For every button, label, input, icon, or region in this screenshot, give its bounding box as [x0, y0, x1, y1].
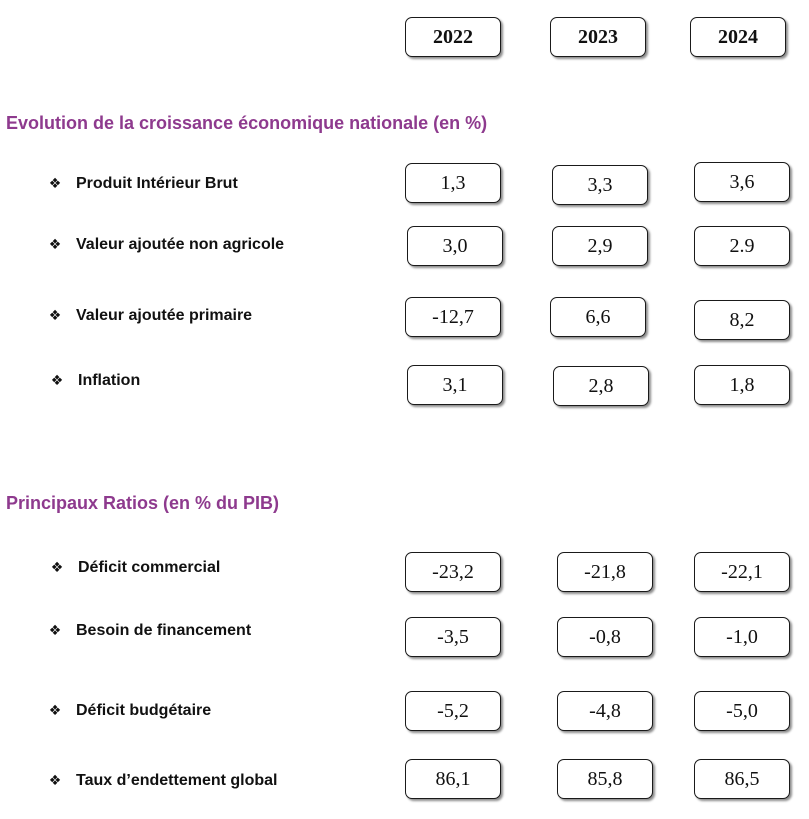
value-box-va-primaire-2022: -12,7 [405, 297, 501, 337]
value-box-va-primaire-2024: 8,2 [694, 300, 790, 340]
value-box-deficit-commercial-2024: -22,1 [694, 552, 790, 592]
value-box-pib-2022: 1,3 [405, 163, 501, 203]
bullet-icon: ❖ [50, 373, 64, 389]
row-label-text: Déficit commercial [78, 559, 221, 576]
value-box-besoin-financement-2022: -3,5 [405, 617, 501, 657]
value-box-deficit-budgetaire-2022: -5,2 [405, 691, 501, 731]
bullet-icon: ❖ [48, 237, 62, 253]
bullet-icon: ❖ [48, 703, 62, 719]
row-label-pib: ❖ Produit Intérieur Brut [48, 175, 238, 193]
value-box-va-primaire-2023: 6,6 [550, 297, 646, 337]
bullet-icon: ❖ [48, 773, 62, 789]
bullet-icon: ❖ [50, 560, 64, 576]
row-label-inflation: ❖ Inflation [50, 372, 141, 390]
row-label-taux-endettement: ❖ Taux d’endettement global [48, 772, 278, 790]
row-label-text: Produit Intérieur Brut [76, 175, 238, 192]
section-title-growth: Evolution de la croissance économique na… [6, 113, 488, 133]
bullet-icon: ❖ [48, 623, 62, 639]
value-box-deficit-budgetaire-2024: -5,0 [694, 691, 790, 731]
row-label-va-non-agricole: ❖ Valeur ajoutée non agricole [48, 236, 284, 254]
bullet-icon: ❖ [48, 176, 62, 192]
row-label-text: Déficit budgétaire [76, 702, 212, 719]
year-header-2024: 2024 [690, 17, 786, 57]
value-box-taux-endettement-2023: 85,8 [557, 759, 653, 799]
row-label-text: Valeur ajoutée non agricole [76, 236, 285, 253]
year-header-2022: 2022 [405, 17, 501, 57]
value-box-va-non-agricole-2023: 2,9 [552, 226, 648, 266]
row-label-besoin-financement: ❖ Besoin de financement [48, 622, 251, 640]
value-box-besoin-financement-2024: -1,0 [694, 617, 790, 657]
value-box-taux-endettement-2022: 86,1 [405, 759, 501, 799]
value-box-pib-2023: 3,3 [552, 165, 648, 205]
value-box-inflation-2022: 3,1 [407, 365, 503, 405]
row-label-deficit-commercial: ❖ Déficit commercial [50, 559, 221, 577]
bullet-icon: ❖ [48, 308, 62, 324]
row-label-text: Taux d’endettement global [76, 772, 278, 789]
value-box-va-non-agricole-2022: 3,0 [407, 226, 503, 266]
row-label-text: Valeur ajoutée primaire [76, 307, 253, 324]
value-box-taux-endettement-2024: 86,5 [694, 759, 790, 799]
row-label-va-primaire: ❖ Valeur ajoutée primaire [48, 307, 252, 325]
value-box-inflation-2023: 2,8 [553, 366, 649, 406]
section-title-ratios: Principaux Ratios (en % du PIB) [6, 493, 280, 513]
row-label-deficit-budgetaire: ❖ Déficit budgétaire [48, 702, 211, 720]
value-box-inflation-2024: 1,8 [694, 365, 790, 405]
value-box-va-non-agricole-2024: 2.9 [694, 226, 790, 266]
value-box-pib-2024: 3,6 [694, 162, 790, 202]
value-box-besoin-financement-2023: -0,8 [557, 617, 653, 657]
value-box-deficit-commercial-2023: -21,8 [557, 552, 653, 592]
value-box-deficit-budgetaire-2023: -4,8 [557, 691, 653, 731]
row-label-text: Inflation [78, 372, 141, 389]
value-box-deficit-commercial-2022: -23,2 [405, 552, 501, 592]
year-header-2023: 2023 [550, 17, 646, 57]
row-label-text: Besoin de financement [76, 622, 252, 639]
